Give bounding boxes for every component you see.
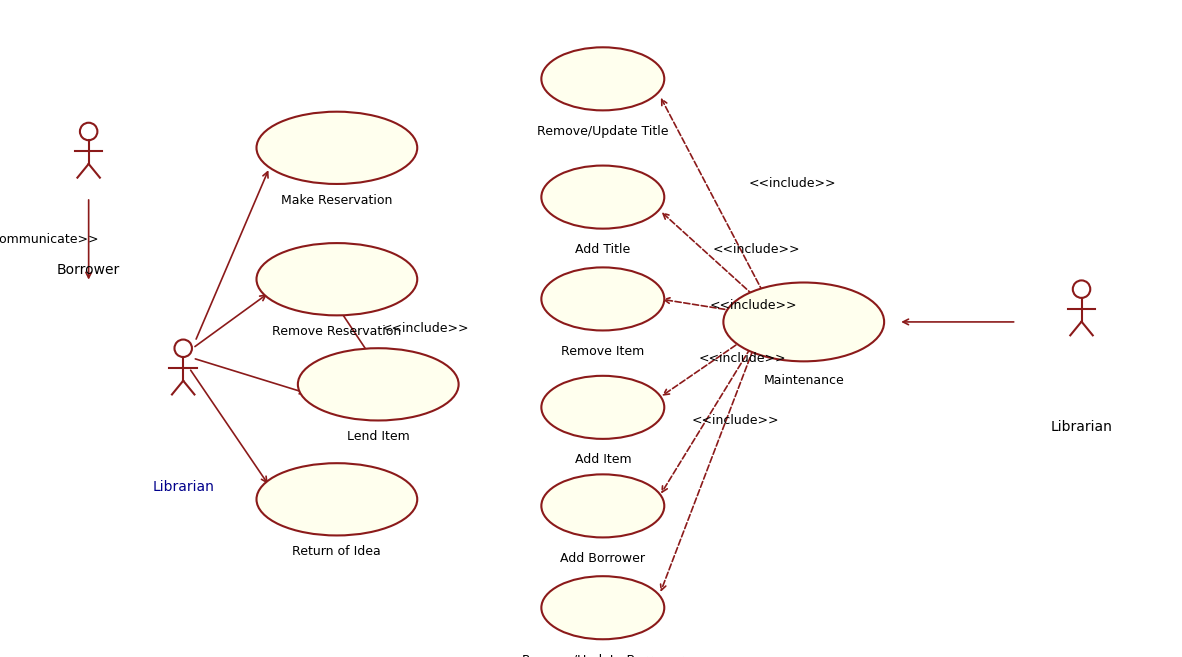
Text: Remove Reservation: Remove Reservation bbox=[272, 325, 402, 338]
Text: Return of Idea: Return of Idea bbox=[292, 545, 382, 558]
Text: Add Item: Add Item bbox=[574, 453, 631, 466]
Text: <<include>>: <<include>> bbox=[713, 243, 800, 256]
Ellipse shape bbox=[298, 348, 459, 420]
Text: <<communicate>>: <<communicate>> bbox=[0, 233, 99, 246]
Ellipse shape bbox=[541, 267, 664, 330]
Text: Librarian: Librarian bbox=[1051, 420, 1112, 434]
Ellipse shape bbox=[723, 283, 884, 361]
Ellipse shape bbox=[541, 47, 664, 110]
Text: Maintenance: Maintenance bbox=[764, 374, 844, 388]
Text: <<include>>: <<include>> bbox=[382, 322, 469, 335]
Text: <<include>>: <<include>> bbox=[699, 351, 786, 365]
Text: <<include>>: <<include>> bbox=[748, 177, 836, 191]
Ellipse shape bbox=[256, 463, 417, 535]
Text: Make Reservation: Make Reservation bbox=[281, 194, 392, 207]
Ellipse shape bbox=[541, 576, 664, 639]
Text: Remove/Update Borrower: Remove/Update Borrower bbox=[522, 654, 683, 657]
Text: Remove Item: Remove Item bbox=[561, 345, 644, 358]
Ellipse shape bbox=[541, 474, 664, 537]
Text: Lend Item: Lend Item bbox=[346, 430, 410, 443]
Text: Librarian: Librarian bbox=[152, 480, 214, 493]
Ellipse shape bbox=[541, 166, 664, 229]
Text: Add Borrower: Add Borrower bbox=[560, 552, 645, 565]
Text: <<include>>: <<include>> bbox=[709, 299, 797, 312]
Ellipse shape bbox=[256, 243, 417, 315]
Text: Borrower: Borrower bbox=[57, 263, 121, 277]
Ellipse shape bbox=[256, 112, 417, 184]
Text: Add Title: Add Title bbox=[576, 243, 630, 256]
Text: Remove/Update Title: Remove/Update Title bbox=[537, 125, 669, 138]
Ellipse shape bbox=[541, 376, 664, 439]
Text: <<include>>: <<include>> bbox=[691, 414, 779, 427]
